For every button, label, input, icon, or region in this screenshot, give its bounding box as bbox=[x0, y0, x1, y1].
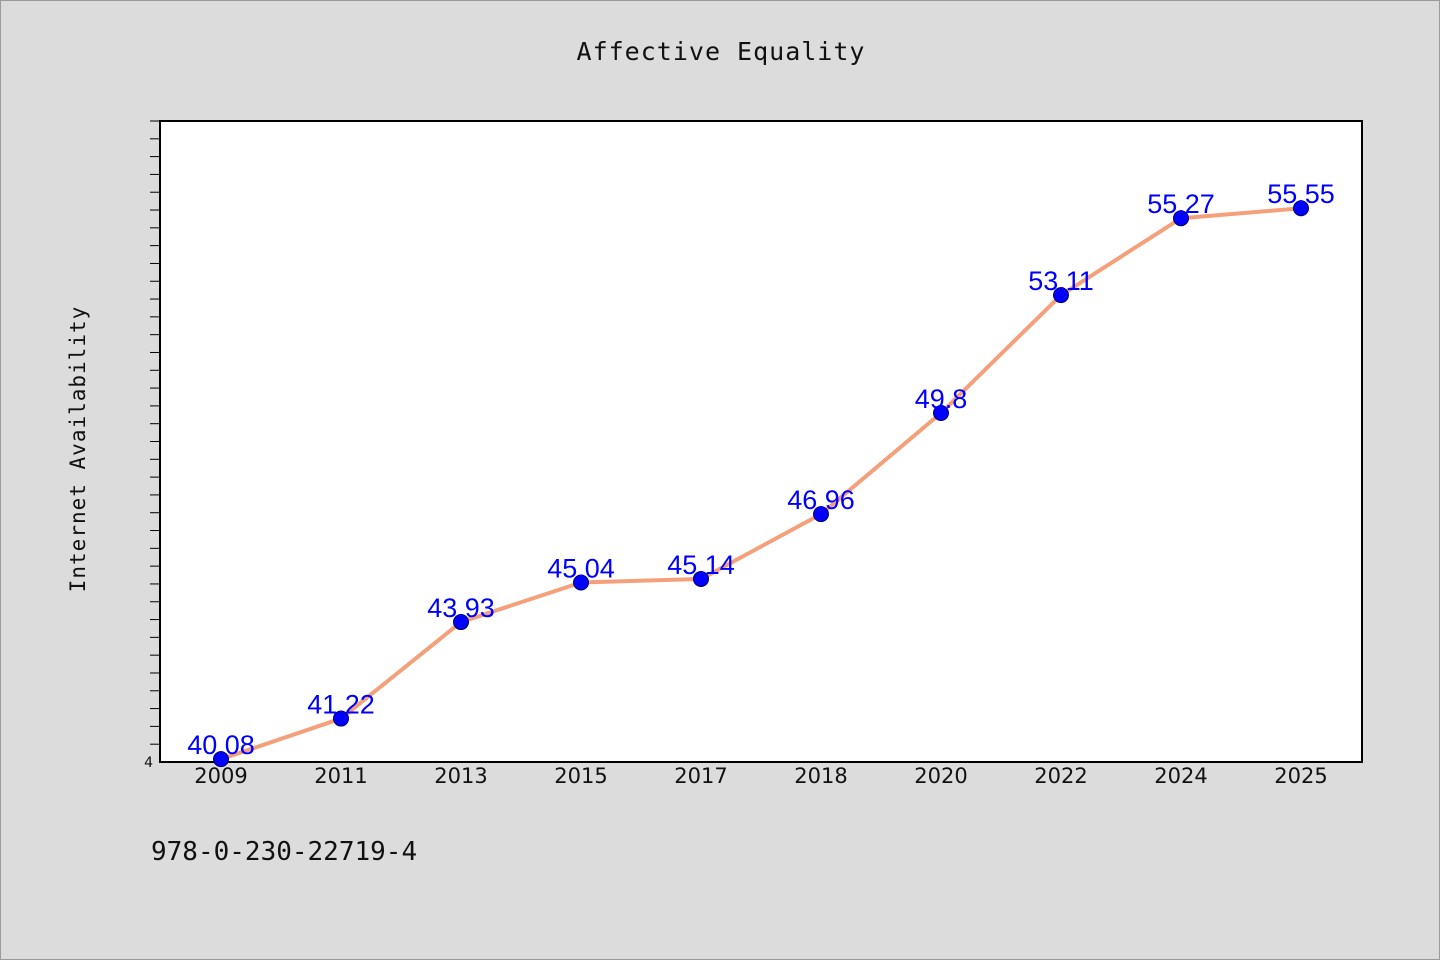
data-point bbox=[213, 751, 229, 768]
x-tick-label: 2022 bbox=[1034, 764, 1087, 788]
data-label: 43.93 bbox=[427, 593, 495, 623]
data-label: 55.55 bbox=[1267, 179, 1335, 209]
data-point bbox=[933, 405, 949, 422]
x-tick-label: 2025 bbox=[1274, 764, 1327, 788]
y-axis-ticks: 4 bbox=[144, 120, 160, 771]
data-point bbox=[333, 710, 349, 727]
data-label: 45.04 bbox=[547, 554, 615, 584]
plot-area bbox=[159, 120, 1363, 763]
x-tick-label: 2015 bbox=[554, 764, 607, 788]
x-axis-ticks: 2009 2011 2013 2015 2017 2018 2020 2022 2024 2025 bbox=[194, 764, 1327, 788]
data-point bbox=[573, 574, 589, 591]
series-layer bbox=[213, 200, 1309, 768]
chart-title: Affective Equality bbox=[576, 37, 866, 66]
series-line bbox=[219, 206, 1303, 762]
x-tick-label: 2017 bbox=[674, 764, 727, 788]
x-tick-label: 2013 bbox=[434, 764, 487, 788]
data-point bbox=[693, 570, 709, 587]
data-point bbox=[1173, 210, 1189, 227]
data-point bbox=[1293, 200, 1309, 217]
data-point bbox=[453, 614, 469, 631]
data-label: 53.11 bbox=[1028, 266, 1094, 296]
data-label: 40.08 bbox=[187, 730, 255, 760]
x-tick-label: 2018 bbox=[794, 764, 847, 788]
x-tick-label: 2011 bbox=[314, 764, 367, 788]
data-label: 45.14 bbox=[667, 550, 735, 580]
x-tick-label: 2024 bbox=[1154, 764, 1207, 788]
y-tick-label: 4 bbox=[144, 755, 153, 771]
data-label: 49.8 bbox=[915, 384, 968, 414]
data-label: 41.22 bbox=[307, 690, 375, 720]
x-tick-label: 2009 bbox=[194, 764, 247, 788]
data-point bbox=[1053, 287, 1069, 304]
x-tick-label: 2020 bbox=[914, 764, 967, 788]
isbn-note: 978-0-230-22719-4 bbox=[151, 837, 418, 867]
data-label-layer: 40.08 41.22 43.93 45.04 45.14 46.96 49.8 53.11 5… bbox=[187, 179, 1335, 760]
data-point bbox=[813, 506, 829, 523]
data-label: 46.96 bbox=[787, 485, 855, 515]
data-label: 55.27 bbox=[1147, 189, 1215, 219]
